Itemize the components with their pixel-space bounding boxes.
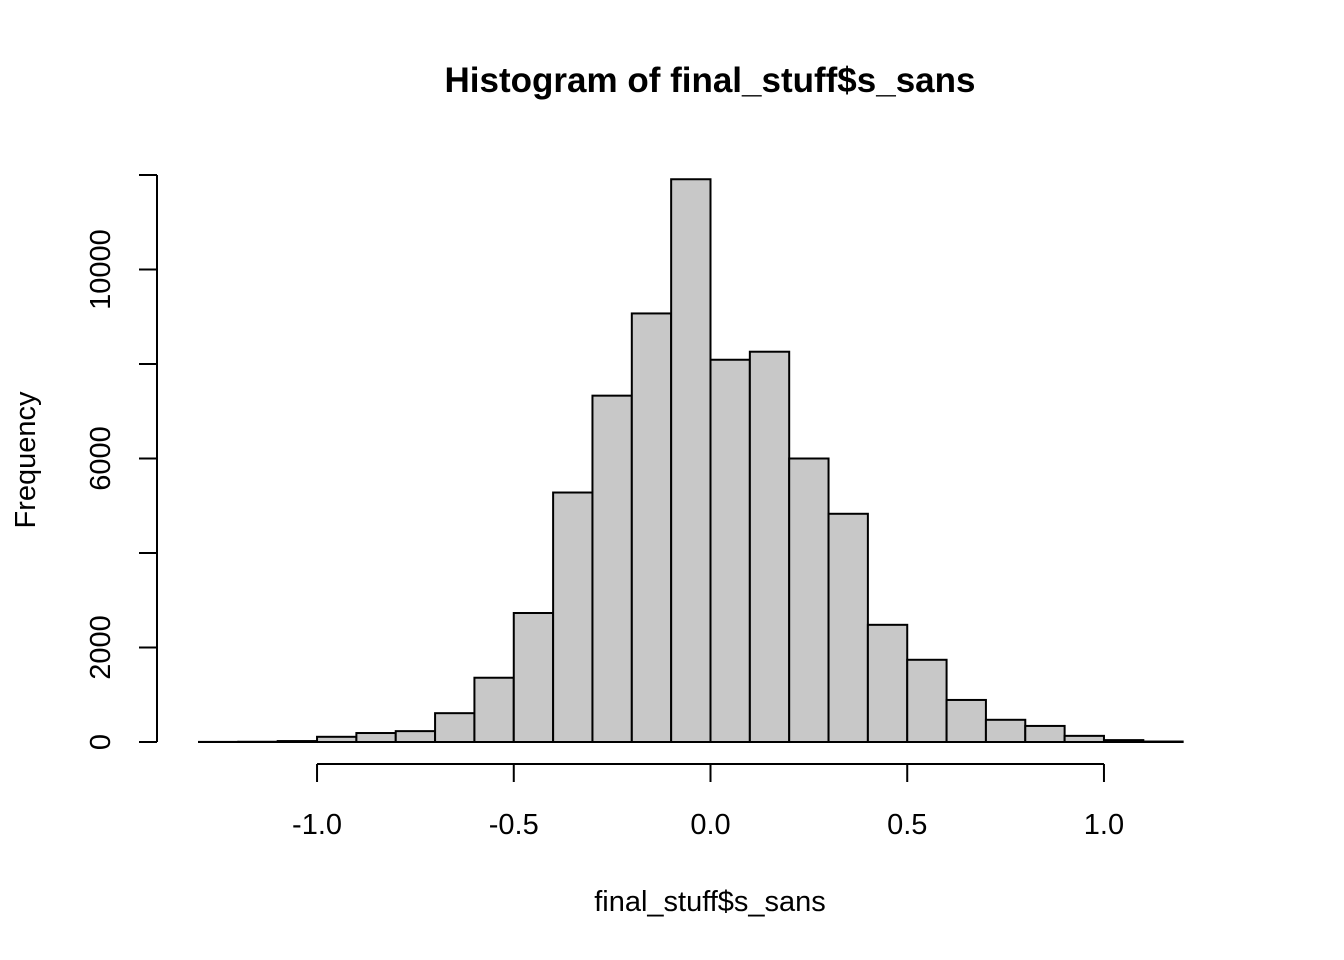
bar <box>906 658 948 743</box>
bar <box>670 178 712 743</box>
bar <box>630 312 673 743</box>
bar <box>788 457 830 743</box>
y-tick-label: 0 <box>85 734 117 750</box>
bar <box>434 712 476 743</box>
x-tick-label: 0.5 <box>887 809 927 841</box>
bar <box>709 358 751 743</box>
y-axis-label: Frequency <box>10 391 42 529</box>
x-axis-label: final_stuff$s_sans <box>594 886 826 918</box>
bar <box>984 718 1027 743</box>
y-tick-label: 6000 <box>85 426 117 491</box>
bar <box>316 735 358 743</box>
bar <box>1102 739 1145 743</box>
bar <box>552 491 594 743</box>
x-tick-label: 0.0 <box>690 809 730 841</box>
x-tick-label: 1.0 <box>1084 809 1124 841</box>
bar <box>945 698 987 744</box>
bar <box>355 732 397 744</box>
bar <box>473 676 515 743</box>
bar <box>748 350 791 743</box>
chart-title: Histogram of final_stuff$s_sans <box>445 61 976 100</box>
bar <box>276 740 319 743</box>
bar <box>1024 724 1066 743</box>
x-tick-label: -1.0 <box>292 809 342 841</box>
bar <box>866 623 909 744</box>
bar <box>827 512 869 743</box>
bar <box>394 730 437 744</box>
y-tick-label: 2000 <box>85 615 117 680</box>
bar <box>591 394 633 743</box>
x-tick-label: -0.5 <box>489 809 539 841</box>
bar <box>512 612 555 743</box>
bar <box>1063 734 1105 743</box>
y-tick-label: 10000 <box>85 229 117 310</box>
